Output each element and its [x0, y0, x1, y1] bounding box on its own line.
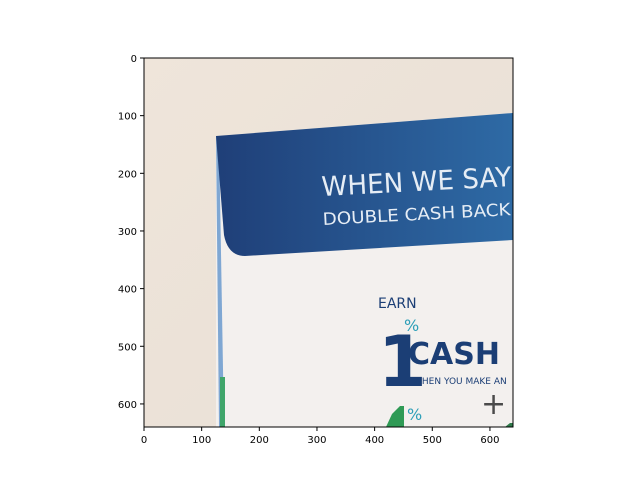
- y-axis: 0 100 200 300 400 500 600: [118, 54, 144, 411]
- y-tick-label: 0: [131, 54, 137, 65]
- cash-label: CASH B: [408, 337, 533, 372]
- y-tick-label: 400: [118, 285, 137, 296]
- percent-sign-2: %: [407, 405, 422, 424]
- axes-frame: [143, 57, 514, 428]
- y-tick-label: 200: [118, 169, 137, 180]
- x-tick-label: 300: [307, 435, 326, 446]
- card-edge-green: [220, 377, 225, 427]
- green-shape-right: [505, 423, 513, 427]
- x-axis: 0 100 200 300 400 500 600: [141, 427, 499, 446]
- plus-sign: +: [481, 387, 506, 422]
- earn-label: EARN: [378, 296, 417, 312]
- x-tick-label: 500: [423, 435, 442, 446]
- card-edge: [216, 136, 224, 427]
- y-tick-label: 100: [118, 112, 137, 123]
- x-tick-label: 100: [192, 435, 211, 446]
- big-one: 1: [378, 321, 427, 403]
- green-one: [386, 406, 404, 427]
- blue-banner: [216, 113, 513, 256]
- x-tick-label: 400: [365, 435, 384, 446]
- y-tick-label: 600: [118, 400, 137, 411]
- photo: WHEN WE SAY DOUBLE CASH BACK EARN 1 % CA…: [144, 58, 533, 427]
- x-tick-label: 0: [141, 435, 147, 446]
- percent-sign: %: [404, 316, 419, 335]
- y-tick-label: 300: [118, 227, 137, 238]
- y-tick-label: 500: [118, 342, 137, 353]
- subline-label: WHEN YOU MAKE AN: [413, 377, 507, 387]
- x-tick-label: 200: [250, 435, 269, 446]
- x-tick-label: 600: [480, 435, 499, 446]
